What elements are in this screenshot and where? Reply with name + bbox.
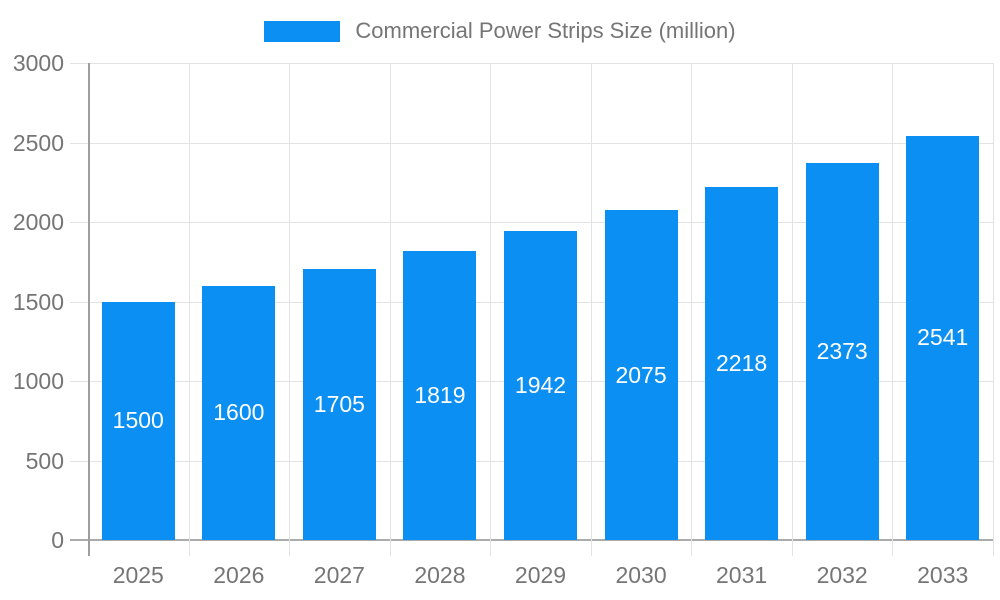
bar-2031[interactable]: 2218: [705, 187, 779, 540]
bar-value-label: 1600: [213, 399, 265, 426]
bar-2029[interactable]: 1942: [504, 231, 577, 540]
x-axis-tick-label: 2028: [414, 562, 466, 588]
bar-value-label: 1500: [112, 407, 164, 434]
bar-2026[interactable]: 1600: [202, 285, 276, 540]
y-axis-tick-label: 2500: [12, 129, 64, 156]
bar-value-label: 1705: [313, 390, 365, 417]
bar-2027[interactable]: 1705: [302, 268, 376, 540]
grid-line-vertical: [289, 63, 291, 556]
bar-value-label: 1819: [414, 381, 466, 408]
grid-line-vertical: [590, 63, 592, 556]
legend-item[interactable]: Commercial Power Strips Size (million): [264, 18, 736, 44]
bar-value-label: 2075: [615, 361, 667, 388]
y-axis-tick-label: 1000: [12, 368, 64, 394]
x-axis-tick-label: 2026: [213, 562, 265, 588]
y-axis-tick-label: 0: [51, 527, 64, 553]
grid-line-horizontal: [70, 222, 993, 223]
grid-line-horizontal: [70, 142, 993, 144]
x-axis-baseline: [70, 539, 993, 541]
y-axis-tick-label: 3000: [12, 50, 64, 76]
legend-swatch-icon: [264, 20, 341, 42]
grid-line-vertical: [490, 63, 492, 556]
grid-line-vertical: [791, 63, 793, 556]
bar-2030[interactable]: 2075: [604, 210, 678, 540]
bar-value-label: 2541: [917, 324, 969, 351]
y-axis-tick-label: 500: [25, 447, 64, 474]
grid-line-vertical: [188, 63, 190, 556]
grid-line-vertical: [993, 63, 994, 556]
bar-value-label: 1942: [514, 372, 567, 399]
bar-value-label: 2218: [716, 350, 768, 377]
x-axis-tick-label: 2031: [716, 562, 768, 588]
x-axis-tick-label: 2029: [514, 562, 567, 588]
x-axis-tick-label: 2032: [816, 562, 868, 588]
bar-2028[interactable]: 1819: [403, 250, 477, 540]
chart-legend: Commercial Power Strips Size (million): [0, 18, 1000, 44]
bar-2033[interactable]: 2541: [906, 135, 980, 540]
bar-2032[interactable]: 2373: [805, 162, 879, 540]
grid-line-vertical: [892, 63, 894, 556]
x-axis-tick-label: 2027: [313, 562, 365, 588]
grid-line-vertical: [691, 63, 693, 556]
x-axis-tick-label: 2033: [917, 562, 969, 588]
grid-line-horizontal: [70, 63, 993, 64]
y-axis-tick-label: 1500: [12, 288, 64, 315]
x-axis-tick-label: 2030: [615, 562, 667, 588]
bar-2025[interactable]: 1500: [101, 301, 175, 540]
bar-value-label: 2373: [816, 337, 868, 364]
y-axis-tick-label: 2000: [12, 209, 64, 235]
legend-label: Commercial Power Strips Size (million): [355, 18, 736, 43]
grid-line-vertical: [389, 63, 391, 556]
x-axis-tick-label: 2025: [112, 562, 164, 588]
y-axis-line: [88, 63, 90, 556]
